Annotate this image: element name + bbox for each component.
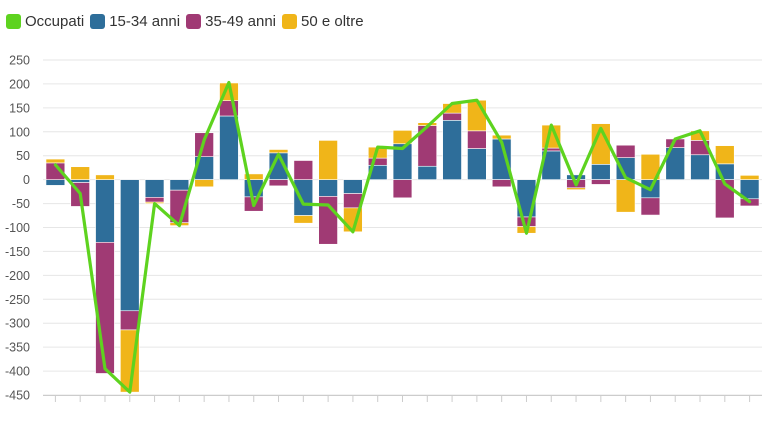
bar-segment-35-49 bbox=[516, 216, 537, 227]
bar-segment-50-oltre bbox=[293, 215, 314, 224]
y-tick-label: 200 bbox=[9, 77, 30, 91]
bar-segment-15-34 bbox=[442, 120, 462, 180]
legend-item-35-49[interactable]: 35-49 anni bbox=[186, 13, 276, 30]
bar-segment-35-49 bbox=[392, 179, 413, 199]
bar-segment-35-49 bbox=[293, 160, 314, 180]
legend-swatch-50-oltre bbox=[282, 13, 298, 29]
y-tick-label: -200 bbox=[5, 269, 30, 283]
bar-segment-35-49 bbox=[442, 112, 462, 121]
y-tick-label: -400 bbox=[5, 365, 30, 379]
legend-label-35-49: 35-49 anni bbox=[205, 12, 277, 30]
bar-segment-15-34 bbox=[690, 154, 710, 180]
y-tick-label: 250 bbox=[9, 54, 30, 68]
y-tick-label: -350 bbox=[5, 341, 30, 355]
legend-item-50-oltre[interactable]: 50 e oltre bbox=[282, 13, 364, 30]
bar-segment-35-49 bbox=[591, 179, 611, 185]
legend-item-occupati[interactable]: Occupati bbox=[6, 13, 84, 30]
legend-label-50-oltre: 50 e oltre bbox=[301, 12, 364, 30]
legend-label-occupati: Occupati bbox=[25, 12, 85, 30]
legend-swatch-occupati bbox=[6, 13, 21, 29]
occupati-line bbox=[53, 80, 752, 394]
bar-segment-50-oltre bbox=[566, 187, 586, 190]
bar-segment-50-oltre bbox=[467, 99, 487, 132]
bar-segment-15-34 bbox=[566, 174, 586, 180]
bar-segment-35-49 bbox=[120, 310, 140, 331]
y-tick-label: 0 bbox=[23, 173, 30, 187]
legend-swatch-35-49 bbox=[186, 13, 202, 29]
bar-segment-35-49 bbox=[640, 197, 661, 216]
y-tick-label: 100 bbox=[9, 125, 30, 139]
bar-segment-50-oltre bbox=[392, 130, 413, 145]
bar-segment-50-oltre bbox=[739, 175, 760, 180]
bar-segment-35-49 bbox=[615, 144, 636, 158]
y-tick-label: 150 bbox=[9, 101, 30, 115]
bar-segment-15-34 bbox=[293, 179, 314, 216]
bar-segment-50-oltre bbox=[491, 134, 512, 140]
bar-segment-15-34 bbox=[318, 179, 338, 197]
bar-segment-35-49 bbox=[144, 197, 165, 203]
y-tick-label: 50 bbox=[16, 149, 30, 163]
y-tick-label: -100 bbox=[5, 221, 30, 235]
bar-segment-35-49 bbox=[491, 179, 512, 188]
legend-label-15-34: 15-34 anni bbox=[109, 12, 181, 30]
y-tick-label: -150 bbox=[5, 245, 30, 259]
bar-segment-50-oltre bbox=[244, 173, 264, 180]
bar-segment-15-34 bbox=[169, 179, 190, 191]
y-tick-label: -250 bbox=[5, 293, 30, 307]
bar-segment-15-34 bbox=[467, 148, 487, 180]
bar-segment-15-34 bbox=[591, 164, 611, 180]
y-tick-label: -50 bbox=[12, 197, 30, 211]
bar-segment-15-34 bbox=[219, 115, 239, 180]
bar-segment-50-oltre bbox=[715, 145, 735, 165]
bar-segment-15-34 bbox=[95, 179, 115, 243]
bar-segment-15-34 bbox=[343, 179, 363, 194]
bar-segment-35-49 bbox=[95, 242, 115, 374]
y-tick-label: -450 bbox=[5, 389, 30, 403]
bar-segment-35-49 bbox=[268, 179, 289, 187]
bar-segment-15-34 bbox=[45, 179, 66, 186]
bar-segment-15-34 bbox=[417, 165, 438, 180]
bar-segment-15-34 bbox=[120, 179, 140, 312]
bar-segment-50-oltre bbox=[615, 179, 636, 213]
legend-item-15-34[interactable]: 15-34 anni bbox=[90, 13, 180, 30]
bar-segment-50-oltre bbox=[318, 140, 338, 180]
y-tick-label: -300 bbox=[5, 317, 30, 331]
bar-segment-15-34 bbox=[144, 179, 165, 198]
bar-segment-35-49 bbox=[467, 130, 487, 149]
bar-segment-50-oltre bbox=[194, 179, 214, 188]
legend: Occupati 15-34 anni 35-49 anni 50 e oltr… bbox=[6, 10, 370, 32]
bar-segment-15-34 bbox=[70, 179, 90, 183]
bar-segment-50-oltre bbox=[95, 174, 115, 180]
bar-segment-50-oltre bbox=[45, 158, 66, 164]
bar-segment-50-oltre bbox=[70, 166, 90, 180]
legend-swatch-15-34 bbox=[90, 13, 106, 29]
bar-segment-50-oltre bbox=[268, 149, 289, 154]
